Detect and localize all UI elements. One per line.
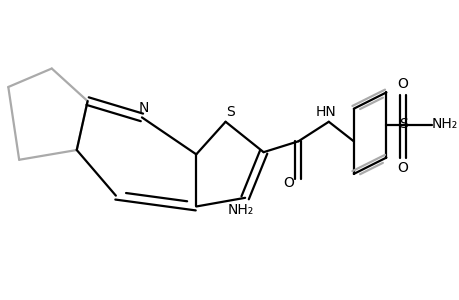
Text: O: O [282, 176, 293, 190]
Text: S: S [398, 117, 407, 131]
Text: NH₂: NH₂ [431, 117, 457, 131]
Text: NH₂: NH₂ [227, 203, 253, 217]
Text: HN: HN [315, 105, 336, 119]
Text: S: S [225, 105, 234, 119]
Text: O: O [397, 161, 407, 175]
Text: O: O [397, 77, 407, 92]
Text: N: N [138, 101, 149, 115]
